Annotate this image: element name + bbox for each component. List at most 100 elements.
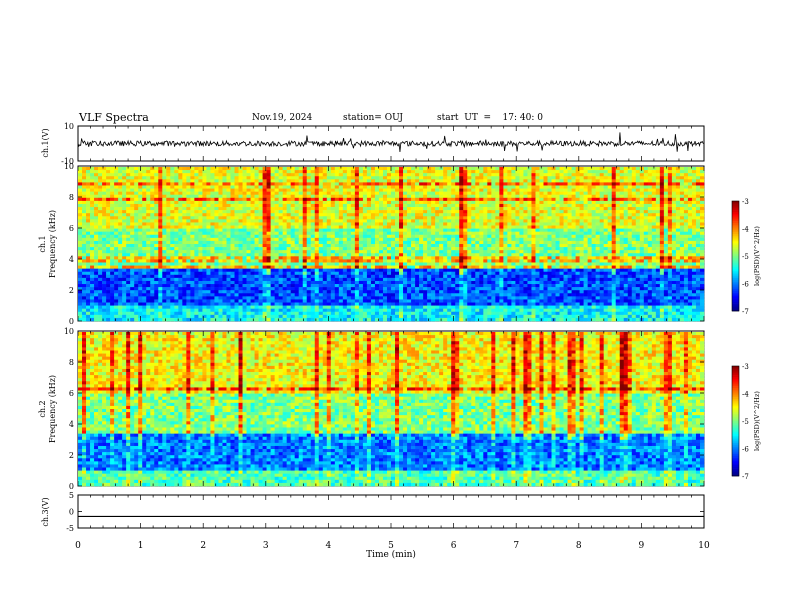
spectrogram-cell <box>495 167 500 171</box>
spectrogram-cell <box>322 182 328 186</box>
spectrogram-cell <box>615 182 621 186</box>
spectrogram-cell <box>463 203 468 208</box>
spectrogram-cell <box>567 179 572 183</box>
spectrogram-cell <box>214 219 219 223</box>
spectrogram-cell <box>310 182 316 186</box>
spectrogram-cell <box>419 182 424 186</box>
spectrogram-cell <box>78 194 83 199</box>
spectrogram-cell <box>94 219 99 223</box>
spectrogram-cell <box>411 262 416 266</box>
spectrogram-cell <box>130 219 135 223</box>
spectrogram-cell <box>651 167 657 171</box>
spectrogram-cell <box>262 228 267 232</box>
spectrogram-cell <box>338 188 344 192</box>
spectrogram-cell <box>443 191 448 196</box>
spectrogram-cell <box>671 194 677 199</box>
spectrogram-cell <box>102 170 107 174</box>
spectrogram-cell <box>527 188 532 192</box>
spectrogram-cell <box>118 247 123 251</box>
spectrogram-cell <box>322 244 328 248</box>
spectrogram-cell <box>202 240 207 245</box>
spectrogram-cell <box>254 213 259 217</box>
spectrogram-cell <box>134 173 139 177</box>
spectrogram-cell <box>535 176 540 180</box>
spectrogram-cell <box>611 200 617 205</box>
spectrogram-cell <box>282 197 287 202</box>
spectrogram-cell <box>679 234 685 239</box>
spectrogram-cell <box>615 200 621 205</box>
spectrogram-cell <box>411 219 416 223</box>
spectrogram-cell <box>386 191 392 196</box>
spectrogram-cell <box>378 237 384 242</box>
spectrogram-cell <box>411 203 416 208</box>
spectrogram-cell <box>350 188 356 192</box>
spectrogram-cell <box>98 237 103 242</box>
spectrogram-cell <box>507 231 512 236</box>
spectrogram-cell <box>547 262 552 266</box>
spectrogram-cell <box>126 213 131 217</box>
spectrogram-cell <box>198 262 203 266</box>
spectrogram-cell <box>190 191 195 196</box>
spectrogram-cell <box>407 176 412 180</box>
spectrogram-cell <box>190 213 195 217</box>
spectrogram-cell <box>258 213 263 217</box>
spectrogram-cell <box>695 253 701 257</box>
spectrogram-cell <box>599 262 604 266</box>
spectrogram-cell <box>78 207 83 211</box>
spectrogram-cell <box>695 210 701 214</box>
spectrogram-cell <box>543 213 548 217</box>
spectrogram-cell <box>322 213 328 217</box>
spectrogram-cell <box>254 262 259 266</box>
spectrogram-cell <box>298 200 304 205</box>
spectrogram-cell <box>599 247 604 251</box>
spectrogram-cell <box>362 197 368 202</box>
spectrogram-cell <box>479 167 484 171</box>
spectrogram-cell <box>370 210 376 214</box>
spectrogram-cell <box>178 247 183 251</box>
spectrogram-cell <box>194 185 199 189</box>
spectrogram-cell <box>278 200 283 205</box>
spectrogram-cell <box>222 200 227 205</box>
spectrogram-cell <box>190 228 195 232</box>
spectrogram-cell <box>358 200 364 205</box>
spectrogram-cell <box>631 197 637 202</box>
spectrogram-cell <box>90 237 95 242</box>
spectrogram-cell <box>591 185 596 189</box>
spectrogram-cell <box>447 213 452 217</box>
spectrogram-cell <box>342 207 348 211</box>
spectrogram-cell <box>575 179 580 183</box>
spectrogram-cell <box>463 170 468 174</box>
spectrogram-cell <box>386 237 392 242</box>
spectrogram-cell <box>587 185 592 189</box>
spectrogram-cell <box>170 213 175 217</box>
spectrogram-cell <box>575 170 580 174</box>
spectrogram-cell <box>667 216 673 220</box>
spectrogram-cell <box>411 228 416 232</box>
spectrogram-cell <box>350 173 356 177</box>
spectrogram-cell <box>262 244 267 248</box>
spectrogram-cell <box>170 216 175 220</box>
spectrogram-cell <box>451 207 456 211</box>
spectrogram-cell <box>226 247 231 251</box>
spectrogram-cell <box>675 262 681 266</box>
spectrogram-cell <box>559 170 564 174</box>
spectrogram-cell <box>198 244 203 248</box>
spectrogram-cell <box>310 210 316 214</box>
spectrogram-cell <box>575 188 580 192</box>
spectrogram-cell <box>354 219 360 223</box>
spectrogram-cell <box>150 207 155 211</box>
spectrogram-cell <box>198 194 203 199</box>
spectrogram-cell <box>102 197 107 202</box>
spectrogram-cell <box>362 182 368 186</box>
spectrogram-cell <box>118 225 123 229</box>
spectrogram-cell <box>507 244 512 248</box>
spectrogram-cell <box>190 170 195 174</box>
spectrogram-cell <box>98 185 103 189</box>
spectrogram-cell <box>146 250 151 254</box>
spectrogram-cell <box>491 237 496 242</box>
spectrogram-cell <box>495 228 500 232</box>
spectrogram-cell <box>102 240 107 245</box>
spectrogram-cell <box>198 197 203 202</box>
spectrogram-cell <box>647 219 653 223</box>
spectrogram-cell <box>647 253 653 257</box>
